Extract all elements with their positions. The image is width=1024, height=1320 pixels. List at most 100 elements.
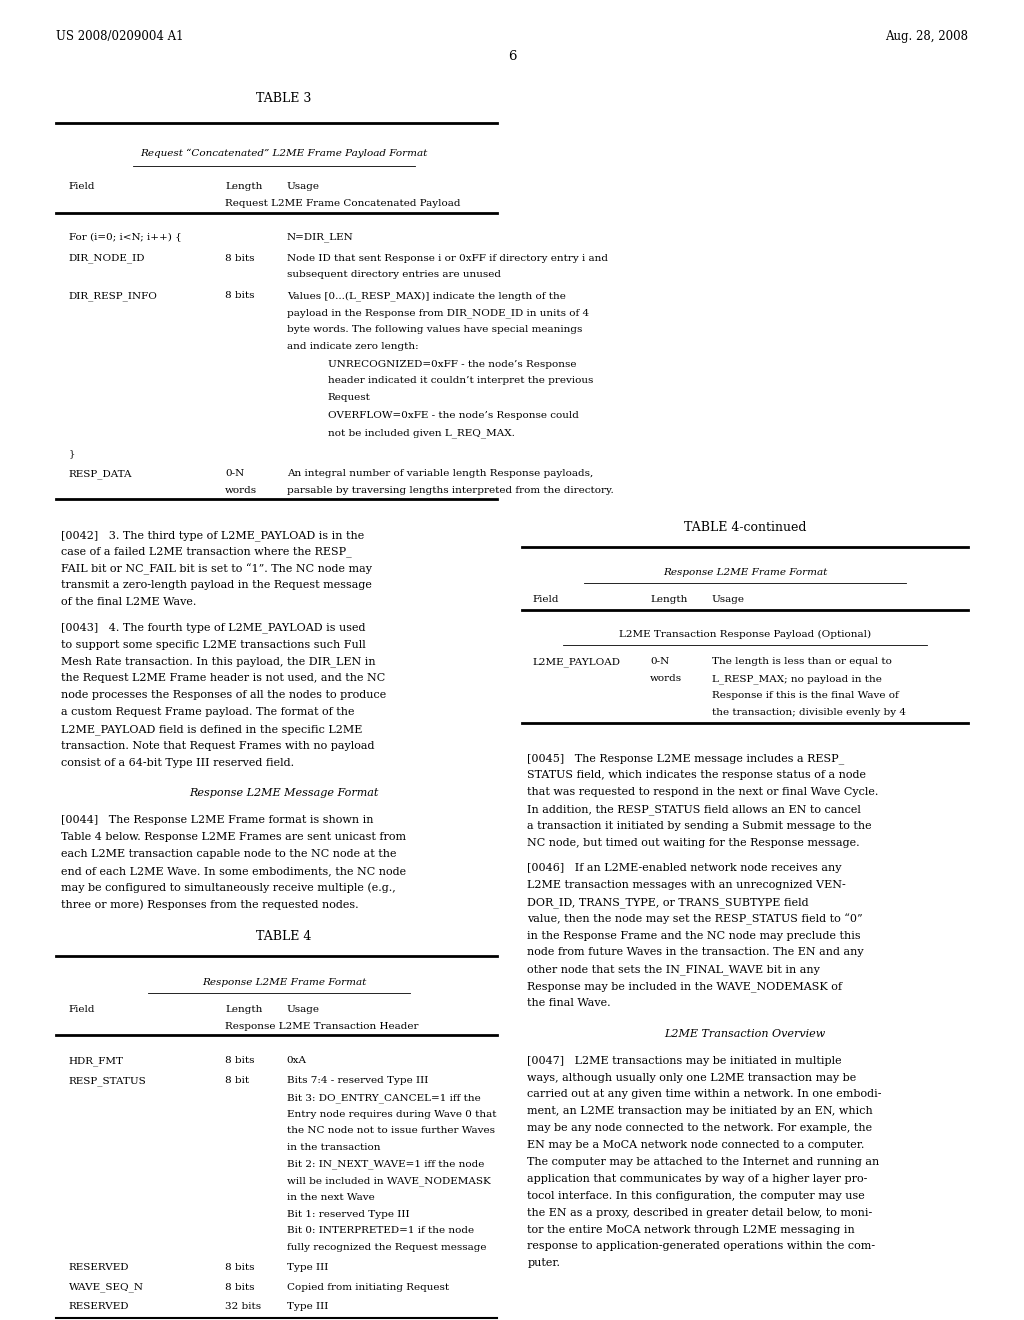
Text: tor the entire MoCA network through L2ME messaging in: tor the entire MoCA network through L2ME… (527, 1225, 855, 1234)
Text: the NC node not to issue further Waves: the NC node not to issue further Waves (287, 1126, 495, 1135)
Text: 8 bits: 8 bits (225, 1263, 255, 1272)
Text: the Request L2ME Frame header is not used, and the NC: the Request L2ME Frame header is not use… (61, 673, 386, 684)
Text: Node ID that sent Response i or 0xFF if directory entry i and: Node ID that sent Response i or 0xFF if … (287, 253, 607, 263)
Text: words: words (225, 486, 257, 495)
Text: application that communicates by way of a higher layer pro-: application that communicates by way of … (527, 1173, 867, 1184)
Text: 32 bits: 32 bits (225, 1303, 261, 1311)
Text: 0-N: 0-N (650, 657, 670, 667)
Text: TABLE 4: TABLE 4 (256, 931, 312, 944)
Text: 6: 6 (508, 50, 516, 63)
Text: [0044]   The Response L2ME Frame format is shown in: [0044] The Response L2ME Frame format is… (61, 816, 374, 825)
Text: Bit 1: reserved Type III: Bit 1: reserved Type III (287, 1210, 410, 1218)
Text: Response L2ME Transaction Header: Response L2ME Transaction Header (225, 1022, 419, 1031)
Text: Type III: Type III (287, 1303, 328, 1311)
Text: 0-N: 0-N (225, 469, 245, 478)
Text: Length: Length (225, 1005, 262, 1014)
Text: DIR_NODE_ID: DIR_NODE_ID (69, 253, 145, 263)
Text: node processes the Responses of all the nodes to produce: node processes the Responses of all the … (61, 690, 387, 701)
Text: An integral number of variable length Response payloads,: An integral number of variable length Re… (287, 469, 593, 478)
Text: the EN as a proxy, described in greater detail below, to moni-: the EN as a proxy, described in greater … (527, 1208, 872, 1217)
Text: payload in the Response from DIR_NODE_ID in units of 4: payload in the Response from DIR_NODE_ID… (287, 308, 589, 318)
Text: OVERFLOW=0xFE - the node’s Response could: OVERFLOW=0xFE - the node’s Response coul… (328, 412, 579, 420)
Text: FAIL bit or NC_FAIL bit is set to “1”. The NC node may: FAIL bit or NC_FAIL bit is set to “1”. T… (61, 564, 373, 576)
Text: Mesh Rate transaction. In this payload, the DIR_LEN in: Mesh Rate transaction. In this payload, … (61, 656, 376, 667)
Text: RESP_STATUS: RESP_STATUS (69, 1076, 146, 1086)
Text: Request L2ME Frame Concatenated Payload: Request L2ME Frame Concatenated Payload (225, 199, 461, 207)
Text: byte words. The following values have special meanings: byte words. The following values have sp… (287, 325, 582, 334)
Text: L2ME_PAYLOAD field is defined in the specific L2ME: L2ME_PAYLOAD field is defined in the spe… (61, 725, 362, 735)
Text: in the Response Frame and the NC node may preclude this: in the Response Frame and the NC node ma… (527, 931, 861, 941)
Text: Request: Request (328, 393, 371, 403)
Text: may be any node connected to the network. For example, the: may be any node connected to the network… (527, 1123, 872, 1133)
Text: 8 bits: 8 bits (225, 292, 255, 301)
Text: 8 bits: 8 bits (225, 253, 255, 263)
Text: Bit 3: DO_ENTRY_CANCEL=1 iff the: Bit 3: DO_ENTRY_CANCEL=1 iff the (287, 1093, 480, 1102)
Text: L_RESP_MAX; no payload in the: L_RESP_MAX; no payload in the (712, 675, 882, 684)
Text: Usage: Usage (287, 182, 319, 191)
Text: other node that sets the IN_FINAL_WAVE bit in any: other node that sets the IN_FINAL_WAVE b… (527, 965, 820, 975)
Text: L2ME Transaction Response Payload (Optional): L2ME Transaction Response Payload (Optio… (618, 630, 871, 639)
Text: Aug. 28, 2008: Aug. 28, 2008 (885, 30, 968, 44)
Text: transmit a zero-length payload in the Request message: transmit a zero-length payload in the Re… (61, 581, 373, 590)
Text: of the final L2ME Wave.: of the final L2ME Wave. (61, 598, 197, 607)
Text: Type III: Type III (287, 1263, 328, 1272)
Text: puter.: puter. (527, 1258, 560, 1269)
Text: that was requested to respond in the next or final Wave Cycle.: that was requested to respond in the nex… (527, 787, 879, 797)
Text: Bits 7:4 - reserved Type III: Bits 7:4 - reserved Type III (287, 1076, 428, 1085)
Text: RESERVED: RESERVED (69, 1303, 129, 1311)
Text: three or more) Responses from the requested nodes.: three or more) Responses from the reques… (61, 900, 359, 911)
Text: transaction. Note that Request Frames with no payload: transaction. Note that Request Frames wi… (61, 741, 375, 751)
Text: Response may be included in the WAVE_NODEMASK of: Response may be included in the WAVE_NOD… (527, 981, 843, 993)
Text: Entry node requires during Wave 0 that: Entry node requires during Wave 0 that (287, 1110, 497, 1118)
Text: In addition, the RESP_STATUS field allows an EN to cancel: In addition, the RESP_STATUS field allow… (527, 804, 861, 814)
Text: Usage: Usage (287, 1005, 319, 1014)
Text: Field: Field (532, 595, 559, 605)
Text: L2ME transaction messages with an unrecognized VEN-: L2ME transaction messages with an unreco… (527, 880, 846, 890)
Text: Bit 0: INTERPRETED=1 if the node: Bit 0: INTERPRETED=1 if the node (287, 1226, 474, 1236)
Text: Response if this is the final Wave of: Response if this is the final Wave of (712, 690, 898, 700)
Text: Response L2ME Message Format: Response L2ME Message Format (189, 788, 379, 799)
Text: Length: Length (225, 182, 262, 191)
Text: The length is less than or equal to: The length is less than or equal to (712, 657, 892, 667)
Text: and indicate zero length:: and indicate zero length: (287, 342, 419, 351)
Text: TABLE 4-continued: TABLE 4-continued (684, 521, 806, 535)
Text: subsequent directory entries are unused: subsequent directory entries are unused (287, 271, 501, 280)
Text: will be included in WAVE_NODEMASK: will be included in WAVE_NODEMASK (287, 1176, 490, 1187)
Text: a custom Request Frame payload. The format of the: a custom Request Frame payload. The form… (61, 708, 355, 717)
Text: case of a failed L2ME transaction where the RESP_: case of a failed L2ME transaction where … (61, 546, 352, 557)
Text: WAVE_SEQ_N: WAVE_SEQ_N (69, 1283, 143, 1292)
Text: For (i=0; i<N; i++) {: For (i=0; i<N; i++) { (69, 232, 181, 242)
Text: [0045]   The Response L2ME message includes a RESP_: [0045] The Response L2ME message include… (527, 754, 845, 764)
Text: Copied from initiating Request: Copied from initiating Request (287, 1283, 449, 1292)
Text: fully recognized the Request message: fully recognized the Request message (287, 1243, 486, 1253)
Text: DIR_RESP_INFO: DIR_RESP_INFO (69, 292, 158, 301)
Text: EN may be a MoCA network node connected to a computer.: EN may be a MoCA network node connected … (527, 1140, 864, 1150)
Text: }: } (69, 449, 75, 458)
Text: ment, an L2ME transaction may be initiated by an EN, which: ment, an L2ME transaction may be initiat… (527, 1106, 873, 1117)
Text: in the transaction: in the transaction (287, 1143, 380, 1152)
Text: node from future Waves in the transaction. The EN and any: node from future Waves in the transactio… (527, 948, 864, 957)
Text: The computer may be attached to the Internet and running an: The computer may be attached to the Inte… (527, 1158, 880, 1167)
Text: Length: Length (650, 595, 687, 605)
Text: Response L2ME Frame Format: Response L2ME Frame Format (202, 978, 367, 986)
Text: NC node, but timed out waiting for the Response message.: NC node, but timed out waiting for the R… (527, 838, 860, 847)
Text: response to application-generated operations within the com-: response to application-generated operat… (527, 1242, 876, 1251)
Text: to support some specific L2ME transactions such Full: to support some specific L2ME transactio… (61, 640, 367, 649)
Text: L2ME Transaction Overview: L2ME Transaction Overview (665, 1028, 825, 1039)
Text: the transaction; divisible evenly by 4: the transaction; divisible evenly by 4 (712, 708, 905, 717)
Text: Usage: Usage (712, 595, 744, 605)
Text: Response L2ME Frame Format: Response L2ME Frame Format (663, 568, 827, 577)
Text: consist of a 64-bit Type III reserved field.: consist of a 64-bit Type III reserved fi… (61, 758, 295, 768)
Text: 8 bits: 8 bits (225, 1283, 255, 1292)
Text: [0043]   4. The fourth type of L2ME_PAYLOAD is used: [0043] 4. The fourth type of L2ME_PAYLOA… (61, 623, 366, 634)
Text: a transaction it initiated by sending a Submit message to the: a transaction it initiated by sending a … (527, 821, 872, 830)
Text: Values [0...(L_RESP_MAX)] indicate the length of the: Values [0...(L_RESP_MAX)] indicate the l… (287, 292, 565, 301)
Text: not be included given L_REQ_MAX.: not be included given L_REQ_MAX. (328, 428, 514, 438)
Text: TABLE 3: TABLE 3 (256, 92, 312, 106)
Text: 0xA: 0xA (287, 1056, 307, 1065)
Text: DOR_ID, TRANS_TYPE, or TRANS_SUBTYPE field: DOR_ID, TRANS_TYPE, or TRANS_SUBTYPE fie… (527, 896, 809, 908)
Text: the final Wave.: the final Wave. (527, 998, 611, 1008)
Text: 8 bit: 8 bit (225, 1076, 250, 1085)
Text: ways, although usually only one L2ME transaction may be: ways, although usually only one L2ME tra… (527, 1073, 857, 1082)
Text: end of each L2ME Wave. In some embodiments, the NC node: end of each L2ME Wave. In some embodimen… (61, 866, 407, 876)
